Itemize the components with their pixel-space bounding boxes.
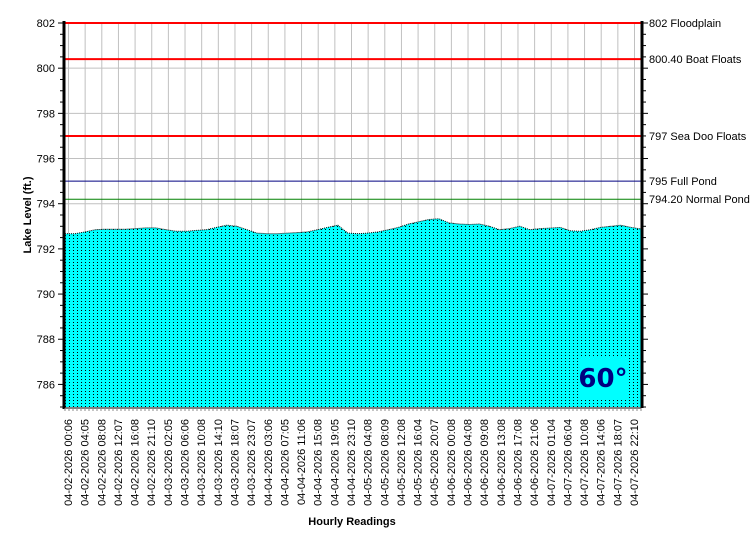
y-tick-label: 788	[37, 334, 55, 346]
lake-level-line	[65, 218, 642, 235]
y-tick-label: 798	[37, 108, 55, 120]
reference-lines: 802 Floodplain 800.40 Boat Floats 797 Sea …	[65, 18, 750, 206]
x-tick-label: 04-04-2026 07:05	[279, 419, 291, 506]
y-tick-label: 800	[37, 63, 55, 75]
reference-line-label: 794.20 Normal Pond	[649, 194, 750, 206]
x-tick-label: 04-05-2026 04:08	[363, 419, 375, 506]
x-tick-label: 04-06-2026 04:08	[463, 419, 475, 506]
x-tick-label: 04-06-2026 00:08	[446, 419, 458, 506]
temperature-label: 60°	[578, 364, 627, 394]
x-tick-label: 04-02-2026 04:05	[80, 419, 92, 506]
x-tick-label: 04-07-2026 01:04	[546, 419, 558, 506]
x-tick-label: 04-04-2026 23:10	[346, 419, 358, 506]
x-tick-label: 04-06-2026 09:08	[479, 419, 491, 506]
x-tick-label: 04-07-2026 10:08	[579, 419, 591, 506]
x-tick-label: 04-05-2026 16:04	[413, 419, 425, 506]
y-tick-label: 786	[37, 379, 55, 391]
x-tick-label: 04-04-2026 15:08	[313, 419, 325, 506]
x-tick-label: 04-04-2026 11:06	[296, 419, 308, 505]
temperature-badge: 60°	[578, 356, 628, 400]
x-tick-label: 04-02-2026 21:10	[146, 419, 158, 506]
lake-level-area	[65, 218, 641, 407]
x-tick-label: 04-05-2026 20:07	[429, 419, 441, 506]
x-tick-label: 04-03-2026 23:07	[246, 419, 258, 506]
y-tick-label: 794	[37, 199, 55, 211]
data-area	[65, 218, 642, 407]
x-tick-label: 04-05-2026 12:08	[396, 419, 408, 506]
y-tick-label: 796	[37, 154, 55, 166]
reference-line-label: 797 Sea Doo Floats	[649, 131, 747, 143]
x-tick-label: 04-05-2026 08:09	[379, 419, 391, 506]
x-tick-label: 04-06-2026 13:08	[496, 419, 508, 506]
x-tick-labels: 04-02-2026 00:06 04-02-2026 04:05 04-02-20…	[63, 419, 641, 506]
x-tick-label: 04-06-2026 17:08	[512, 419, 524, 506]
x-tick-label: 04-07-2026 18:07	[612, 419, 624, 506]
x-tick-label: 04-03-2026 10:08	[196, 419, 208, 506]
y-tick-label: 802	[37, 18, 55, 30]
y-tick-labels: 786 788 790 792 794 796 798 800 802	[37, 18, 55, 391]
x-tick-label: 04-03-2026 06:06	[180, 419, 192, 506]
y-tick-label: 792	[37, 244, 55, 256]
x-tick-label: 04-02-2026 00:06	[63, 419, 75, 506]
x-tick-label: 04-06-2026 21:06	[529, 419, 541, 506]
x-tick-label: 04-07-2026 14:06	[596, 419, 608, 506]
y-axis-title: Lake Level (ft.)	[22, 176, 34, 253]
temperature-box	[578, 356, 628, 400]
x-tick-label: 04-02-2026 16:08	[130, 419, 142, 506]
reference-line-label: 802 Floodplain	[649, 18, 721, 30]
x-tick-label: 04-03-2026 02:05	[163, 419, 175, 506]
axes	[58, 21, 648, 411]
reference-line-label: 800.40 Boat Floats	[649, 54, 742, 66]
x-tick-label: 04-07-2026 06:04	[562, 419, 574, 506]
reference-line-label: 795 Full Pond	[649, 176, 717, 188]
x-tick-label: 04-03-2026 14:10	[213, 419, 225, 506]
y-tick-label: 790	[37, 289, 55, 301]
x-tick-label: 04-02-2026 08:08	[96, 419, 108, 506]
x-tick-label: 04-04-2026 19:05	[329, 419, 341, 506]
x-tick-label: 04-03-2026 18:07	[229, 419, 241, 506]
x-tick-label: 04-04-2026 03:06	[263, 419, 275, 506]
x-tick-label: 04-07-2026 22:10	[629, 419, 641, 506]
x-axis-title: Hourly Readings	[308, 516, 395, 528]
x-tick-label: 04-02-2026 12:07	[113, 419, 125, 506]
